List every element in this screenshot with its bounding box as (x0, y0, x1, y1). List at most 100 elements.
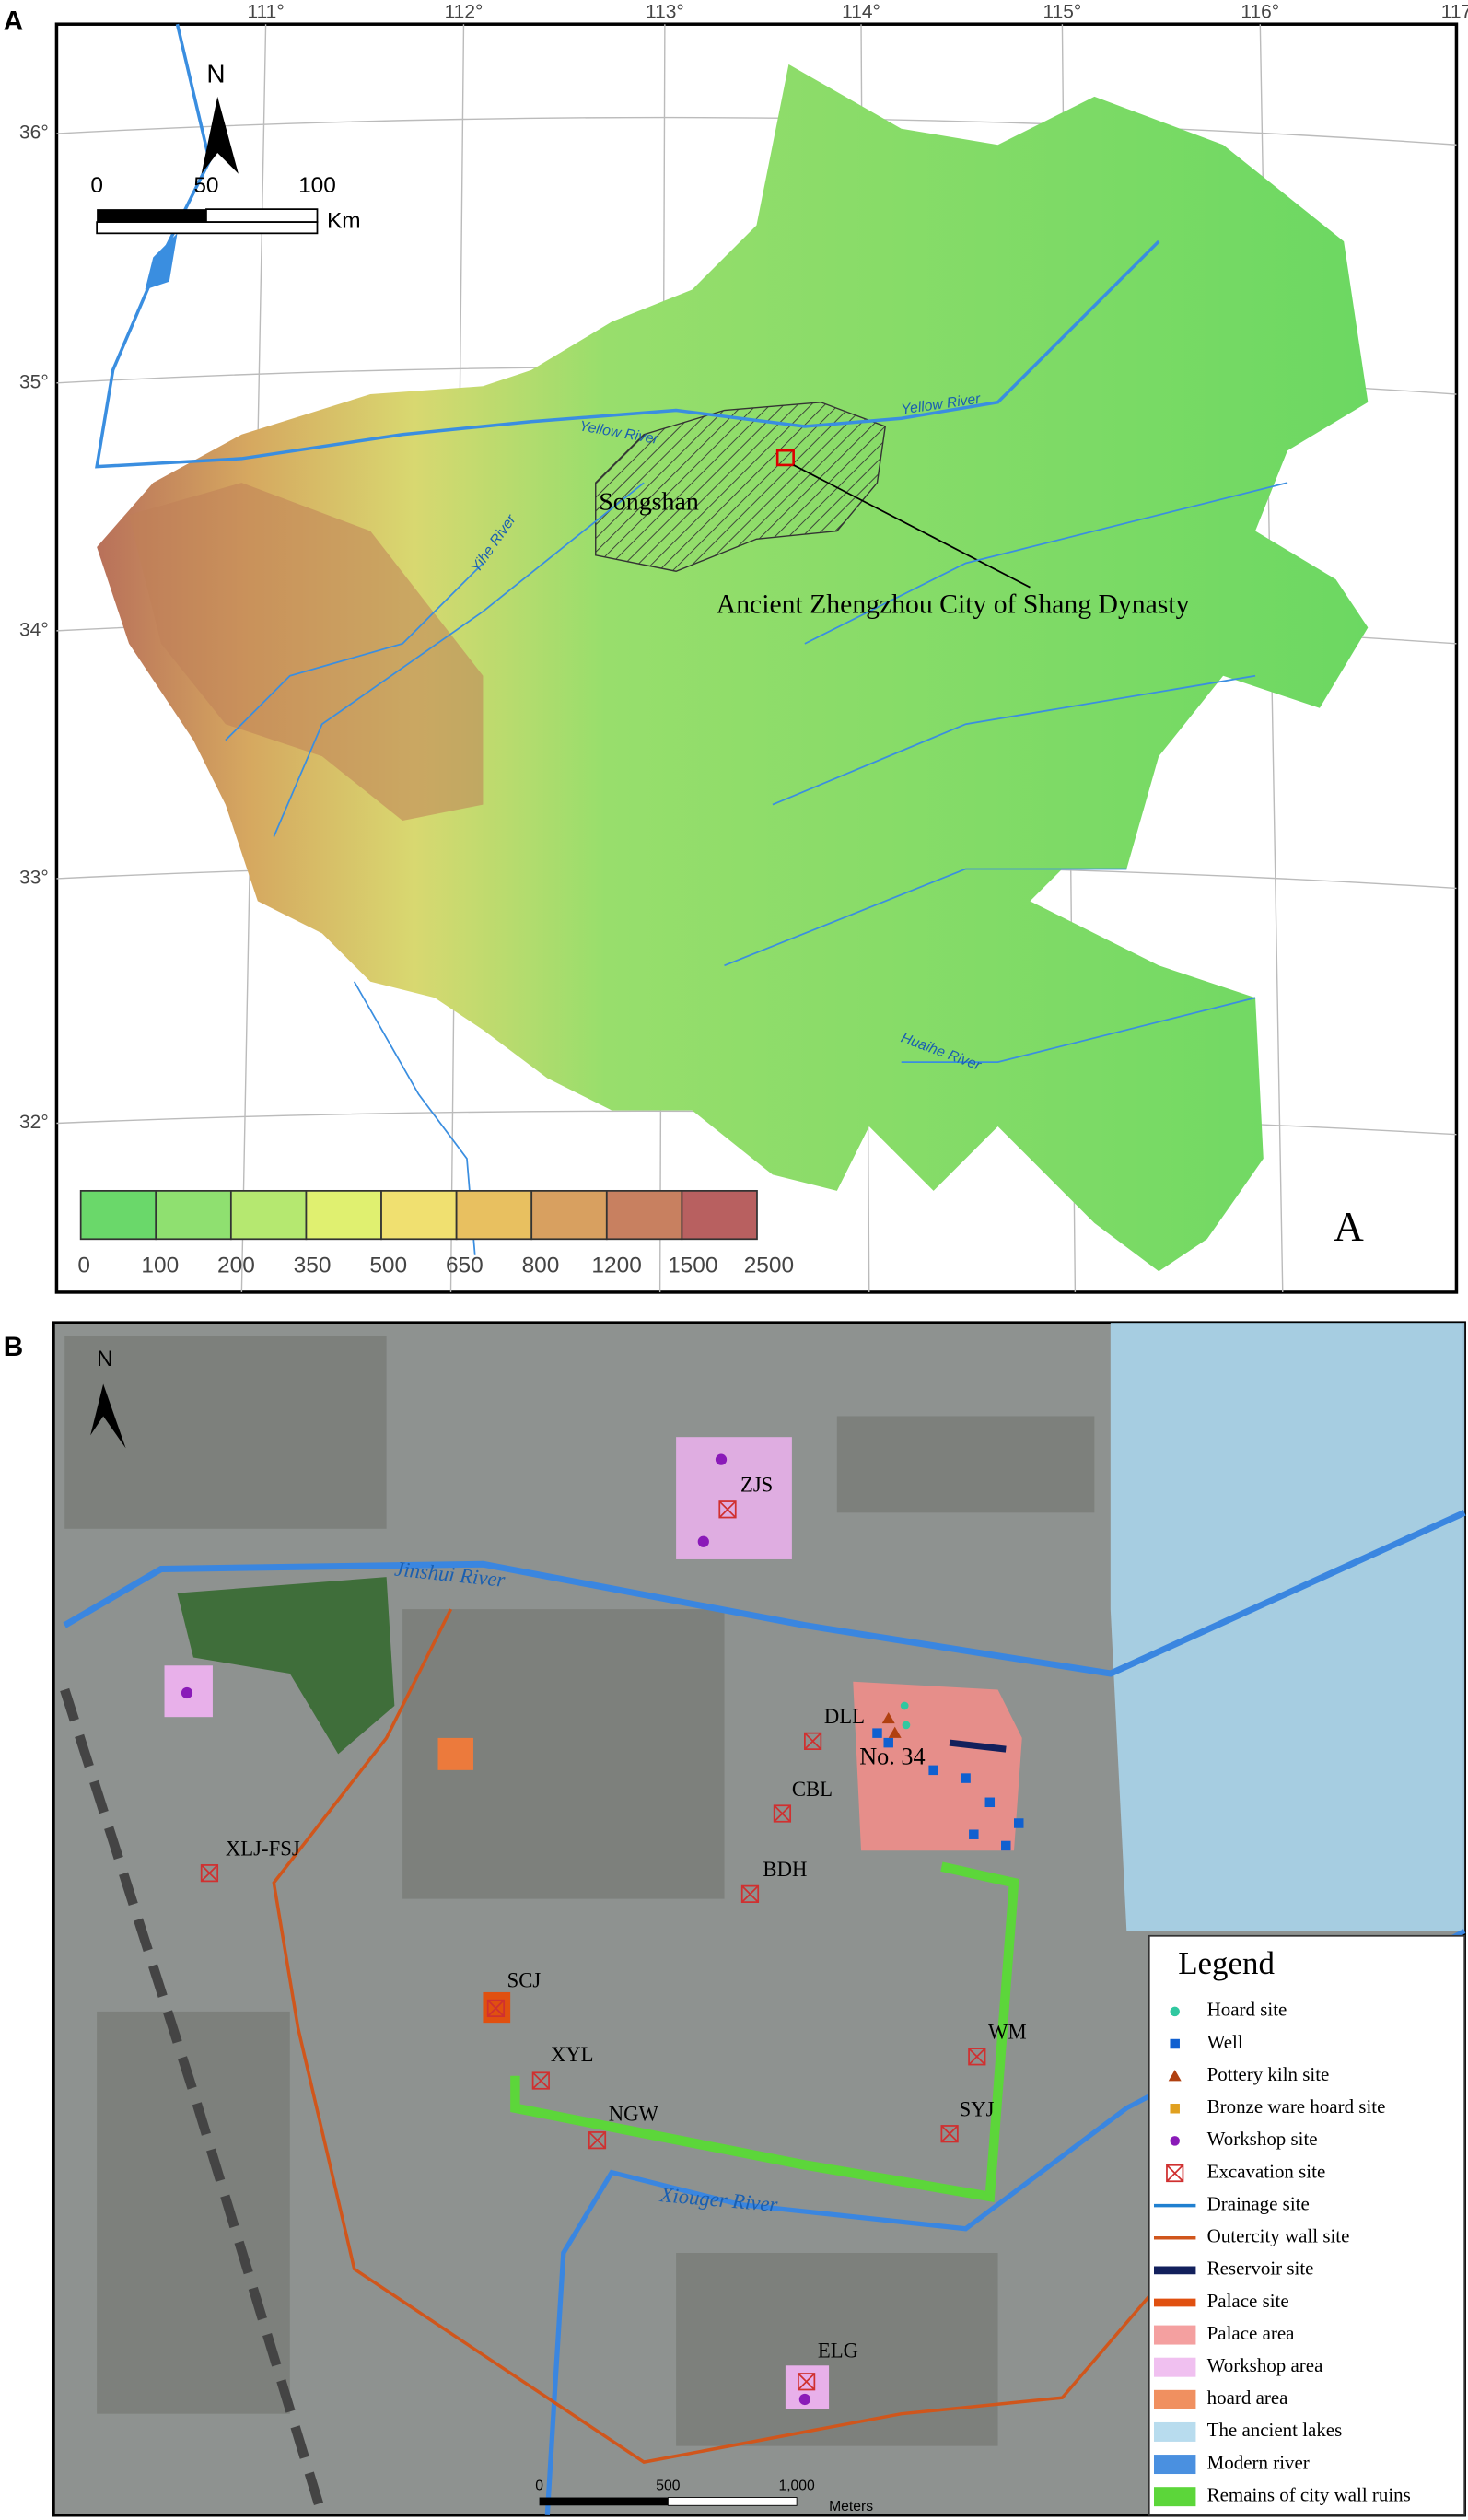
legend-title: Legend (1178, 1945, 1275, 1981)
legend-label: Outercity wall site (1207, 2225, 1350, 2247)
excavation-site (718, 1500, 737, 1519)
legend-label: Palace site (1207, 2290, 1289, 2312)
scale-label: 100 (298, 173, 336, 198)
elevation-label: 350 (294, 1253, 332, 1278)
site-label: ZJS (740, 1474, 773, 1497)
elevation-box (79, 1190, 157, 1241)
site-label: NGW (609, 2103, 659, 2126)
site-points (181, 1453, 1024, 2406)
scale-label: 500 (656, 2478, 680, 2493)
scale-bar (205, 208, 319, 223)
north-label: N (206, 60, 225, 88)
legend-symbol (1170, 2104, 1180, 2114)
province (97, 64, 1369, 1272)
elevation-box (530, 1190, 608, 1241)
lon-label: 112° (445, 2, 484, 23)
scale-bar (97, 209, 206, 223)
pottery-kiln (881, 1711, 895, 1724)
site-label: XYL (551, 2043, 594, 2066)
well (961, 1773, 971, 1783)
site-label: SCJ (507, 1969, 542, 1992)
site-label: WM (988, 2021, 1027, 2044)
elevation-label: 100 (141, 1253, 179, 1278)
lon-label: 116° (1241, 2, 1279, 23)
workshop-site (715, 1453, 728, 1465)
elevation-label: 1200 (591, 1253, 641, 1278)
excavation-site (531, 2071, 550, 2090)
legend-symbol (1154, 2487, 1196, 2507)
elevation-label: 650 (446, 1253, 484, 1278)
legend-label: Workshop area (1207, 2354, 1323, 2376)
site-label: No. 34 (859, 1744, 925, 1770)
scale-unit: Meters (829, 2499, 873, 2514)
workshop-site (181, 1686, 193, 1699)
elevation-box (380, 1190, 458, 1241)
well (928, 1765, 938, 1776)
elevation-box (155, 1190, 232, 1241)
excavation-site (588, 2131, 607, 2150)
excavation-site (740, 1884, 760, 1903)
excavation-site (940, 2125, 959, 2143)
lon-label: 117 (1441, 2, 1468, 23)
legend-label: hoard area (1207, 2386, 1289, 2409)
jinshui-river (63, 1510, 1466, 1677)
city-wall (510, 1861, 1019, 2202)
scale-label: 1,000 (778, 2478, 815, 2493)
legend-symbol (1170, 2136, 1180, 2146)
legend-label: Modern river (1207, 2451, 1310, 2473)
legend-label: The ancient lakes (1207, 2419, 1343, 2441)
north-arrow (90, 1383, 126, 1449)
site-label: ELG (818, 2339, 858, 2362)
elevation-box (681, 1190, 758, 1241)
legend-symbol (1154, 2389, 1196, 2409)
legend-symbol (1170, 2006, 1180, 2017)
legend-label: Remains of city wall ruins (1207, 2483, 1411, 2505)
excavation-site (968, 2048, 986, 2066)
elevation-box (455, 1190, 533, 1241)
excavation-site (940, 2125, 959, 2143)
legend-symbol (1154, 2455, 1196, 2475)
hoard-site (902, 1721, 911, 1730)
legend-label: Workshop site (1207, 2128, 1318, 2150)
well (1014, 1818, 1024, 1828)
workshop-site (697, 1535, 709, 1547)
excavation-site (968, 2048, 986, 2066)
legend-symbol (1170, 2038, 1180, 2049)
excavation-site (798, 2373, 816, 2391)
north-arrow (201, 96, 239, 174)
site-label: XLJ-FSJ (226, 1837, 300, 1860)
excavation-site (804, 1732, 822, 1750)
excavation-site (200, 1864, 219, 1883)
excavation-site (531, 2071, 550, 2090)
pottery-kiln (888, 1726, 902, 1738)
site-label: CBL (792, 1778, 833, 1801)
excavation-site (588, 2131, 606, 2150)
excavation-site (804, 1732, 821, 1750)
lon-label: 111° (247, 2, 284, 23)
legend-label: Bronze ware hoard site (1207, 2095, 1386, 2118)
north-label: N (97, 1347, 113, 1371)
lat-label: 32° (19, 1112, 49, 1133)
elevation-label: 1500 (668, 1253, 717, 1278)
excavation-site (718, 1500, 737, 1519)
lon-label: 113° (646, 2, 684, 23)
legend-label: Drainage site (1207, 2192, 1310, 2214)
legend-label: Excavation site (1207, 2160, 1326, 2182)
well (883, 1737, 893, 1748)
park (177, 1577, 395, 1755)
hoard-area (437, 1737, 473, 1770)
elevation-legend (79, 1190, 758, 1241)
site-label: SYJ (960, 2097, 995, 2120)
lat-label: 36° (19, 122, 49, 144)
hoard-site (900, 1701, 909, 1710)
elevation-box (605, 1190, 683, 1241)
elevation-label: 800 (522, 1253, 560, 1278)
xiouger-river (544, 1929, 1466, 2515)
legend-label: Reservoir site (1207, 2258, 1314, 2280)
excavation-site (773, 1804, 792, 1823)
excavation-site (774, 1804, 791, 1823)
mountain-label: Songshan (599, 487, 699, 516)
legend-symbol (1154, 2325, 1196, 2345)
